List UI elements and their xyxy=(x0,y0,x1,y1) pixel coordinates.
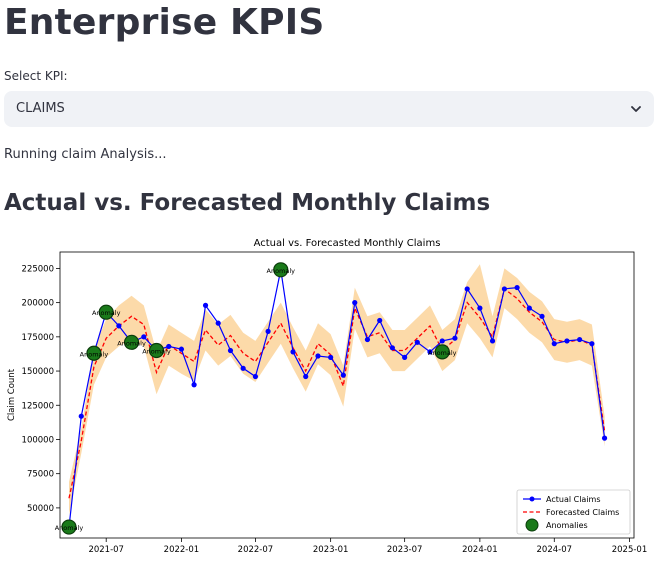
section-title: Actual vs. Forecasted Monthly Claims xyxy=(4,190,491,216)
data-point-actual-claims xyxy=(501,286,508,292)
data-point-actual-claims xyxy=(265,328,271,334)
data-point-actual-claims xyxy=(414,339,420,345)
anomaly-marker xyxy=(123,334,140,350)
data-point-actual-claims xyxy=(78,413,84,419)
y-tick-label: 50000 xyxy=(27,504,54,514)
anomaly-label: Anomaly xyxy=(142,348,171,356)
anomaly-marker xyxy=(98,304,114,320)
data-point-actual-claims xyxy=(464,286,470,292)
data-point-actual-claims xyxy=(577,336,583,343)
y-tick-label: 100000 xyxy=(22,435,54,445)
data-point-actual-claims xyxy=(589,341,595,347)
x-tick-label: 2024-01 xyxy=(462,545,498,555)
data-point-actual-claims xyxy=(514,284,520,291)
anomaly-label: Anomaly xyxy=(92,309,121,317)
anomaly-label: Anomaly xyxy=(55,524,84,532)
y-axis-label: Claim Count xyxy=(7,368,17,421)
data-point-actual-claims xyxy=(141,334,147,340)
data-point-actual-claims xyxy=(364,336,371,343)
anomaly-marker xyxy=(273,262,289,278)
data-point-actual-claims xyxy=(389,345,395,351)
y-tick-label: 150000 xyxy=(22,367,54,377)
data-point-actual-claims xyxy=(427,349,433,355)
data-point-actual-claims xyxy=(539,313,545,319)
kpi-select-value: CLAIMS xyxy=(16,101,65,116)
data-point-actual-claims xyxy=(215,320,221,326)
data-point-actual-claims xyxy=(452,335,458,341)
data-point-actual-claims xyxy=(526,305,532,311)
x-tick-label: 2022-07 xyxy=(238,545,274,555)
legend-marker-anomalies xyxy=(525,518,539,532)
chart-title: Actual vs. Forecasted Monthly Claims xyxy=(254,238,441,249)
confidence-band xyxy=(69,264,605,515)
series-line-forecasted-claims xyxy=(68,287,606,499)
plot-frame xyxy=(59,251,635,539)
data-point-actual-claims xyxy=(328,354,334,360)
page-title: Enterprise KPIS xyxy=(4,2,325,43)
data-point-actual-claims xyxy=(240,365,246,371)
anomaly-marker xyxy=(434,344,450,360)
data-point-actual-claims xyxy=(191,382,197,388)
x-tick-label: 2025-01 xyxy=(612,545,648,555)
data-point-actual-claims xyxy=(340,372,346,378)
y-tick-label: 125000 xyxy=(22,401,54,411)
legend-label-anomalies: Anomalies xyxy=(546,521,588,530)
anomaly-label: Anomaly xyxy=(267,267,296,275)
data-point-actual-claims xyxy=(439,338,445,344)
legend-marker-actual-claims xyxy=(529,496,535,502)
kpi-select-label: Select KPI: xyxy=(4,69,68,83)
claims-chart: Actual vs. Forecasted Monthly Claims Anom… xyxy=(7,238,648,555)
x-tick-label: 2021-07 xyxy=(88,545,124,555)
kpi-select[interactable]: CLAIMS xyxy=(4,91,654,127)
data-point-actual-claims xyxy=(202,302,209,308)
data-point-actual-claims xyxy=(303,373,309,380)
data-point-actual-claims xyxy=(564,338,570,344)
data-point-actual-claims xyxy=(227,347,234,354)
legend-box xyxy=(516,489,631,535)
data-point-actual-claims xyxy=(252,373,259,380)
chevron-down-icon xyxy=(631,106,641,112)
data-point-actual-claims xyxy=(178,346,185,352)
y-tick-label: 175000 xyxy=(22,333,54,343)
anomaly-label: Anomaly xyxy=(80,350,109,358)
anomaly-label: Anomaly xyxy=(428,349,457,357)
data-point-actual-claims xyxy=(290,349,296,355)
anomaly-marker xyxy=(61,519,77,535)
anomaly-marker xyxy=(148,342,165,359)
x-tick-label: 2023-07 xyxy=(387,545,423,555)
data-point-actual-claims xyxy=(116,323,122,329)
legend-label-actual-claims: Actual Claims xyxy=(546,495,601,504)
status-text: Running claim Analysis... xyxy=(4,147,167,162)
y-tick-label: 75000 xyxy=(27,470,54,480)
data-point-actual-claims xyxy=(402,354,408,360)
x-tick-label: 2022-01 xyxy=(164,545,200,555)
anomaly-label: Anomaly xyxy=(117,339,146,347)
data-point-actual-claims xyxy=(166,343,172,350)
y-tick-label: 225000 xyxy=(22,264,54,274)
x-tick-label: 2024-07 xyxy=(537,545,573,555)
x-tick-label: 2023-01 xyxy=(313,545,349,555)
data-point-actual-claims xyxy=(352,300,358,306)
data-point-actual-claims xyxy=(551,341,557,347)
data-point-actual-claims xyxy=(477,305,483,311)
y-tick-label: 200000 xyxy=(22,299,54,309)
data-point-actual-claims xyxy=(315,353,321,359)
anomaly-marker xyxy=(86,345,102,361)
data-point-actual-claims xyxy=(377,317,383,324)
legend-label-forecasted-claims: Forecasted Claims xyxy=(546,508,619,517)
data-point-actual-claims xyxy=(489,338,496,344)
data-point-actual-claims xyxy=(601,435,608,441)
